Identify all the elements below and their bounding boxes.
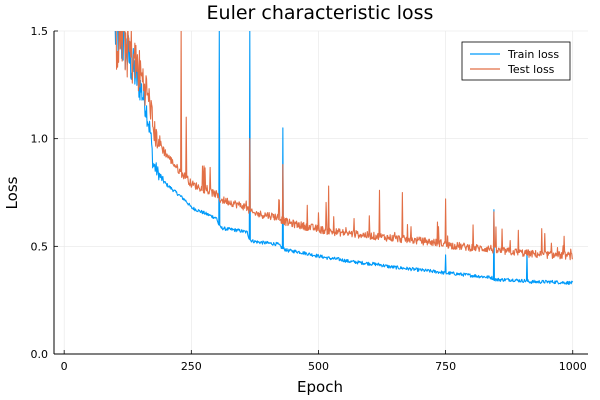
axes	[53, 31, 588, 355]
y-tick-label: 0.0	[31, 348, 49, 361]
series-line-test-loss	[115, 31, 574, 261]
x-tick-label: 250	[181, 360, 202, 373]
x-axis-title: Epoch	[297, 378, 343, 396]
legend-label-test: Test loss	[507, 63, 555, 76]
series-line-train-loss	[114, 31, 574, 285]
x-tick-label: 0	[61, 360, 68, 373]
x-ticks: 0 250 500 750 1000	[61, 350, 587, 373]
y-ticks: 0.0 0.5 1.0 1.5	[31, 25, 58, 361]
x-tick-label: 750	[435, 360, 456, 373]
legend-label-train: Train loss	[507, 48, 559, 61]
y-tick-label: 1.5	[31, 25, 49, 38]
legend-box	[461, 41, 571, 81]
y-axis-title: Loss	[3, 176, 21, 209]
series-layer	[114, 31, 574, 285]
x-tick-label: 1000	[559, 360, 587, 373]
y-tick-label: 0.5	[31, 240, 49, 253]
x-tick-label: 500	[308, 360, 329, 373]
legend: Train loss Test loss	[461, 41, 571, 81]
chart-title: Euler characteristic loss	[207, 2, 434, 24]
y-tick-label: 1.0	[31, 133, 49, 146]
